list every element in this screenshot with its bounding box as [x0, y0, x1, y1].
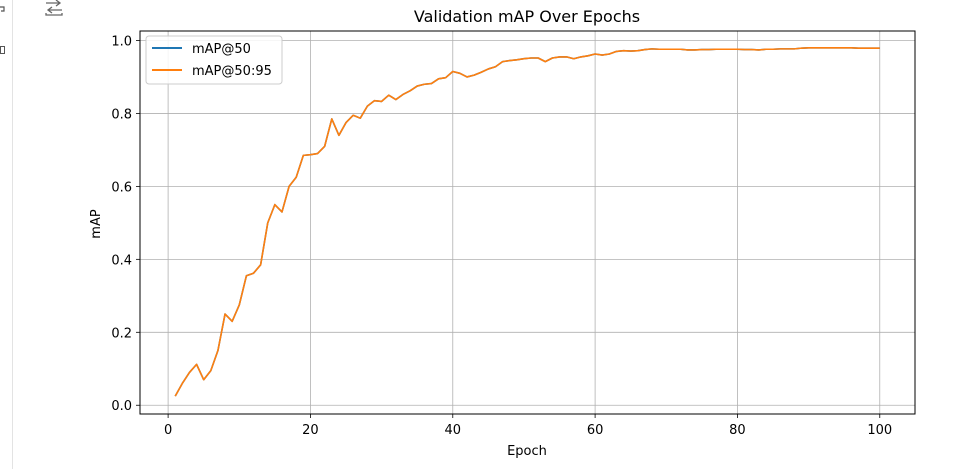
notebook-cell-gutter [0, 0, 13, 469]
x-axis-label: Epoch [507, 444, 547, 459]
chart-title: Validation mAP Over Epochs [414, 7, 640, 26]
x-tick-label: 80 [729, 423, 746, 438]
y-tick-label: 1.0 [111, 34, 132, 49]
x-tick-label: 60 [587, 423, 604, 438]
series-line-map-50-95 [174, 46, 880, 397]
y-tick-label: 0.0 [111, 399, 132, 414]
y-tick-label: 0.6 [111, 180, 132, 195]
cell-output-toggle-icon[interactable] [44, 0, 64, 16]
legend-label-map50-95: mAP@50:95 [192, 64, 272, 79]
series-lines [174, 46, 880, 397]
y-tick-label: 0.4 [111, 253, 132, 268]
y-axis-label: mAP [89, 209, 104, 239]
chart-legend: mAP@50 mAP@50:95 [145, 35, 283, 85]
cell-gutter-marker-icon[interactable] [0, 6, 6, 14]
series-line-map-50 [174, 46, 880, 397]
y-tick-label: 0.8 [111, 107, 132, 122]
x-tick-label: 40 [445, 423, 462, 438]
legend-label-map50: mAP@50 [192, 42, 251, 57]
cell-options-icon[interactable] [0, 46, 6, 54]
x-tick-label: 0 [164, 423, 172, 438]
plot-area-frame [139, 30, 916, 415]
x-tick-label: 20 [302, 423, 319, 438]
y-tick-label: 0.2 [111, 326, 132, 341]
grid-lines [140, 31, 915, 414]
x-tick-label: 100 [867, 423, 892, 438]
axis-ticks: 0 20 40 60 80 100 0.0 0.2 0.4 0.6 0.8 1.0 [111, 34, 892, 438]
